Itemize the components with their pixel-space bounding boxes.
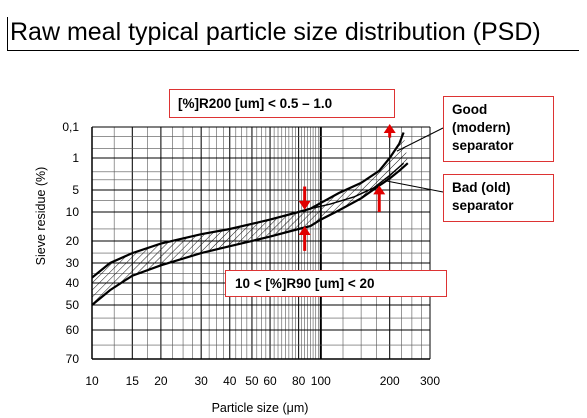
y-tick-label-8: 60	[66, 323, 80, 337]
x-tick-label-5: 50	[245, 374, 259, 388]
callout-bad-line-1: Bad (old)	[452, 180, 511, 195]
arrow-1	[298, 186, 311, 210]
arrow-2-head	[298, 225, 311, 235]
arrow-0	[383, 124, 396, 138]
x-tick-label-3: 30	[194, 374, 208, 388]
callout-bad-separator: Bad (old) separator	[443, 174, 554, 222]
x-tick-label-0: 10	[85, 374, 99, 388]
callout-good-line-3: separator	[452, 138, 514, 153]
title-rule-horizontal	[7, 50, 579, 51]
x-tick-label-2: 20	[154, 374, 168, 388]
callout-bad-line-2: separator	[452, 198, 514, 213]
callout-r200-text: [%]R200 [um] < 0.5 – 1.0	[178, 96, 333, 111]
tick-labels: 10 15 20 30 40 50 60 80 100 200 3000,1151020304050…	[62, 120, 440, 388]
callout-good-line-2: (modern)	[452, 120, 511, 135]
y-tick-label-6: 40	[66, 276, 80, 290]
y-tick-label-4: 20	[66, 234, 80, 248]
y-tick-label-0: 0,1	[62, 120, 79, 134]
x-tick-label-4: 40	[223, 374, 237, 388]
psd-curve-2	[310, 162, 405, 210]
arrow-0-head	[383, 124, 396, 133]
callout-good-line-1: Good	[452, 102, 488, 117]
callout-leaders	[387, 127, 444, 193]
arrow-2	[298, 225, 311, 251]
y-tick-label-9: 70	[66, 352, 80, 366]
y-axis-title: Sieve residue (%)	[34, 167, 48, 266]
y-tick-label-7: 50	[66, 298, 80, 312]
arrow-3-head	[373, 185, 386, 195]
annotation-arrows	[298, 124, 396, 251]
title-rule-vertical	[7, 17, 8, 50]
y-tick-label-2: 5	[72, 183, 79, 197]
x-tick-label-6: 60	[263, 374, 277, 388]
arrow-3	[373, 185, 386, 212]
x-tick-label-9: 200	[380, 374, 400, 388]
psd-curve-0	[91, 132, 405, 279]
leader-good	[396, 127, 444, 152]
slide-title: Raw meal typical particle size distribut…	[10, 18, 541, 46]
x-tick-label-7: 80	[292, 374, 306, 388]
x-tick-label-1: 15	[126, 374, 140, 388]
callout-r90-text: 10 < [%]R90 [um] < 20	[235, 276, 375, 291]
y-tick-label-5: 30	[66, 256, 80, 270]
chart-grid	[91, 126, 431, 360]
x-axis-title: Particle size (μm)	[212, 401, 309, 415]
y-tick-label-3: 10	[66, 205, 80, 219]
x-tick-label-8: 100	[311, 374, 331, 388]
callout-good-separator: Good (modern) separator	[443, 96, 554, 162]
arrow-1-head	[298, 200, 311, 210]
leader-bad	[387, 180, 444, 193]
callout-r90: 10 < [%]R90 [um] < 20	[225, 270, 447, 297]
y-tick-label-1: 1	[72, 151, 79, 165]
x-tick-label-10: 300	[420, 374, 440, 388]
callout-r200: [%]R200 [um] < 0.5 – 1.0	[169, 89, 395, 118]
